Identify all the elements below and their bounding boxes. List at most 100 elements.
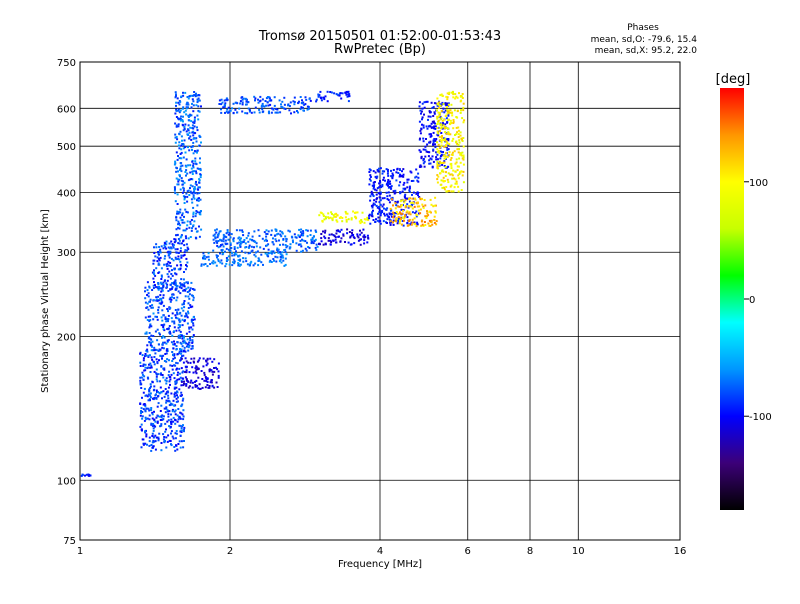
data-point	[398, 205, 401, 208]
data-point	[374, 171, 377, 174]
data-point	[452, 91, 454, 94]
data-point	[177, 178, 180, 181]
data-point	[169, 288, 172, 291]
data-point	[165, 407, 168, 410]
data-point	[411, 221, 414, 224]
data-point	[242, 257, 245, 260]
data-point	[387, 215, 390, 218]
data-point	[445, 114, 447, 117]
data-point	[180, 115, 183, 118]
data-point	[147, 355, 150, 358]
data-point	[171, 360, 174, 362]
data-point	[155, 375, 158, 378]
data-point	[176, 233, 179, 236]
data-point	[191, 340, 194, 343]
data-point	[385, 208, 387, 211]
data-point	[142, 363, 145, 366]
data-point	[276, 247, 279, 250]
data-point	[196, 101, 199, 104]
data-point	[278, 239, 280, 242]
data-point	[141, 371, 144, 374]
data-point	[457, 177, 460, 180]
data-point	[179, 224, 182, 227]
data-point	[421, 203, 424, 206]
data-point	[179, 424, 182, 427]
data-point	[144, 442, 147, 445]
data-point	[341, 220, 344, 223]
data-point	[428, 110, 431, 113]
data-point	[141, 396, 143, 399]
data-point	[158, 285, 160, 288]
data-point	[175, 329, 178, 332]
data-point	[174, 382, 177, 385]
data-point	[195, 170, 197, 173]
data-point	[375, 204, 378, 207]
data-point	[165, 352, 168, 355]
data-point	[395, 218, 398, 220]
data-point	[446, 102, 449, 105]
data-point	[190, 319, 193, 321]
data-point	[209, 381, 212, 384]
data-point	[189, 304, 192, 307]
data-point	[162, 335, 165, 338]
data-point	[173, 322, 176, 325]
data-point	[159, 281, 162, 284]
data-point	[441, 126, 443, 129]
data-point	[401, 204, 403, 207]
data-point	[438, 114, 441, 117]
data-point	[191, 345, 194, 348]
data-point	[387, 184, 389, 187]
data-point	[247, 240, 250, 243]
data-point	[177, 223, 179, 226]
data-point	[184, 357, 187, 360]
data-point	[301, 238, 303, 241]
data-point	[159, 294, 162, 297]
data-point	[244, 97, 247, 100]
data-point	[192, 319, 194, 321]
data-point	[245, 246, 248, 248]
data-point	[193, 318, 196, 321]
data-point	[434, 196, 437, 199]
data-point	[437, 149, 440, 152]
data-point	[188, 114, 191, 117]
data-point	[185, 379, 188, 382]
data-point	[200, 263, 203, 266]
data-point	[415, 225, 418, 228]
data-point	[400, 223, 403, 226]
data-point	[161, 336, 163, 339]
data-point	[176, 97, 179, 100]
data-point	[164, 353, 167, 355]
data-point	[204, 263, 207, 265]
data-point	[182, 289, 185, 292]
data-point	[168, 256, 171, 259]
data-point	[301, 234, 304, 237]
data-point	[217, 362, 220, 365]
data-point	[431, 155, 434, 158]
data-point	[165, 320, 168, 323]
data-point	[359, 243, 362, 246]
data-point	[171, 334, 174, 337]
data-point	[185, 332, 188, 335]
data-point	[282, 243, 285, 246]
data-point	[185, 113, 188, 116]
data-point	[392, 216, 395, 219]
data-point	[314, 238, 317, 241]
data-point	[162, 354, 165, 357]
data-point	[353, 237, 356, 240]
data-point	[174, 200, 177, 203]
data-point	[392, 169, 395, 171]
x-tick-label: 10	[572, 546, 585, 557]
data-point	[202, 357, 205, 360]
data-point	[175, 166, 178, 169]
y-tick-label: 75	[63, 536, 76, 547]
data-point	[244, 242, 247, 245]
data-point	[393, 212, 396, 214]
data-point	[255, 242, 258, 245]
data-point	[172, 372, 175, 375]
data-point	[289, 101, 292, 104]
data-point	[159, 425, 162, 428]
data-point	[308, 246, 311, 249]
data-point	[408, 200, 411, 203]
data-point	[242, 234, 245, 237]
data-point	[217, 370, 220, 373]
